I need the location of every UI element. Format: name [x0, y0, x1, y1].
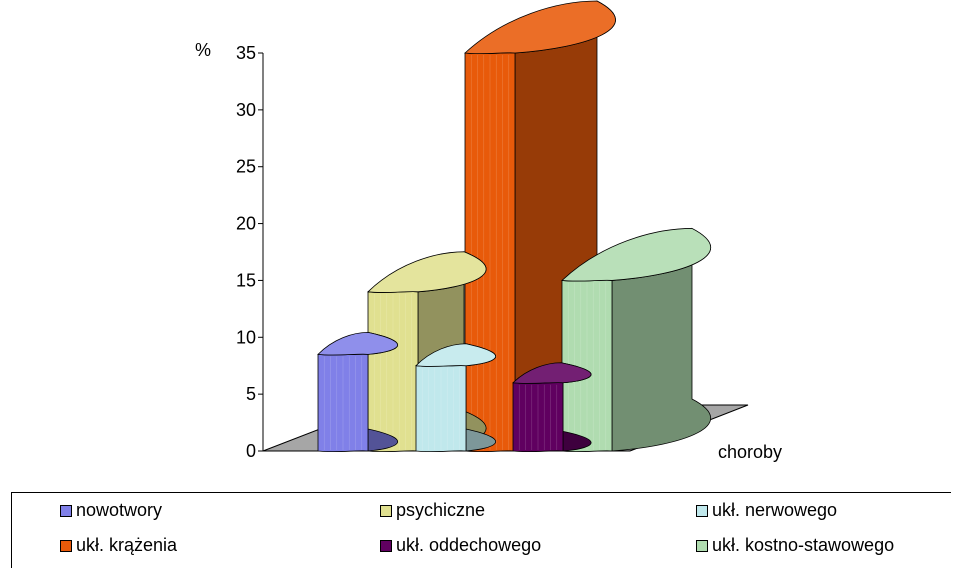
- legend-swatch: [380, 539, 392, 552]
- bar: [512, 362, 592, 453]
- legend-swatch: [696, 504, 708, 517]
- y-tick-label: 35: [236, 43, 256, 63]
- legend-item: ukł. krążenia: [60, 535, 177, 556]
- y-tick-label: 5: [246, 384, 256, 404]
- legend-item: ukł. nerwowego: [696, 500, 837, 521]
- bars: [317, 0, 711, 453]
- y-tick-label: 20: [236, 214, 256, 234]
- y-tick-label: 15: [236, 270, 256, 290]
- chart: % 0 5 10 15 20 25 30 35 choroby: [195, 0, 782, 462]
- legend-item: psychiczne: [380, 500, 485, 521]
- legend-label: ukł. oddechowego: [396, 535, 542, 555]
- bar: [317, 331, 398, 453]
- legend-swatch: [380, 504, 392, 517]
- legend-swatch: [60, 539, 72, 552]
- y-tick-label: 30: [236, 100, 256, 120]
- legend: nowotwory psychiczne ukł. nerwowego ukł. kr…: [11, 492, 951, 568]
- legend-swatch: [60, 504, 72, 517]
- x-axis-label: choroby: [718, 442, 782, 462]
- bar: [415, 343, 496, 453]
- legend-item: ukł. oddechowego: [380, 535, 541, 556]
- legend-label: psychiczne: [396, 500, 486, 520]
- y-axis: 0 5 10 15 20 25 30 35: [236, 43, 264, 461]
- legend-label: ukł. nerwowego: [712, 500, 838, 520]
- y-tick-label: 10: [236, 327, 256, 347]
- legend-item: ukł. kostno-stawowego: [696, 535, 894, 556]
- y-tick-label: 0: [246, 441, 256, 461]
- legend-label: nowotwory: [76, 500, 163, 520]
- bar: [561, 227, 711, 453]
- legend-label: ukł. krążenia: [76, 535, 178, 555]
- legend-label: ukł. kostno-stawowego: [712, 535, 895, 555]
- y-axis-label: %: [195, 40, 211, 60]
- y-tick-label: 25: [236, 157, 256, 177]
- legend-swatch: [696, 539, 708, 552]
- legend-item: nowotwory: [60, 500, 162, 521]
